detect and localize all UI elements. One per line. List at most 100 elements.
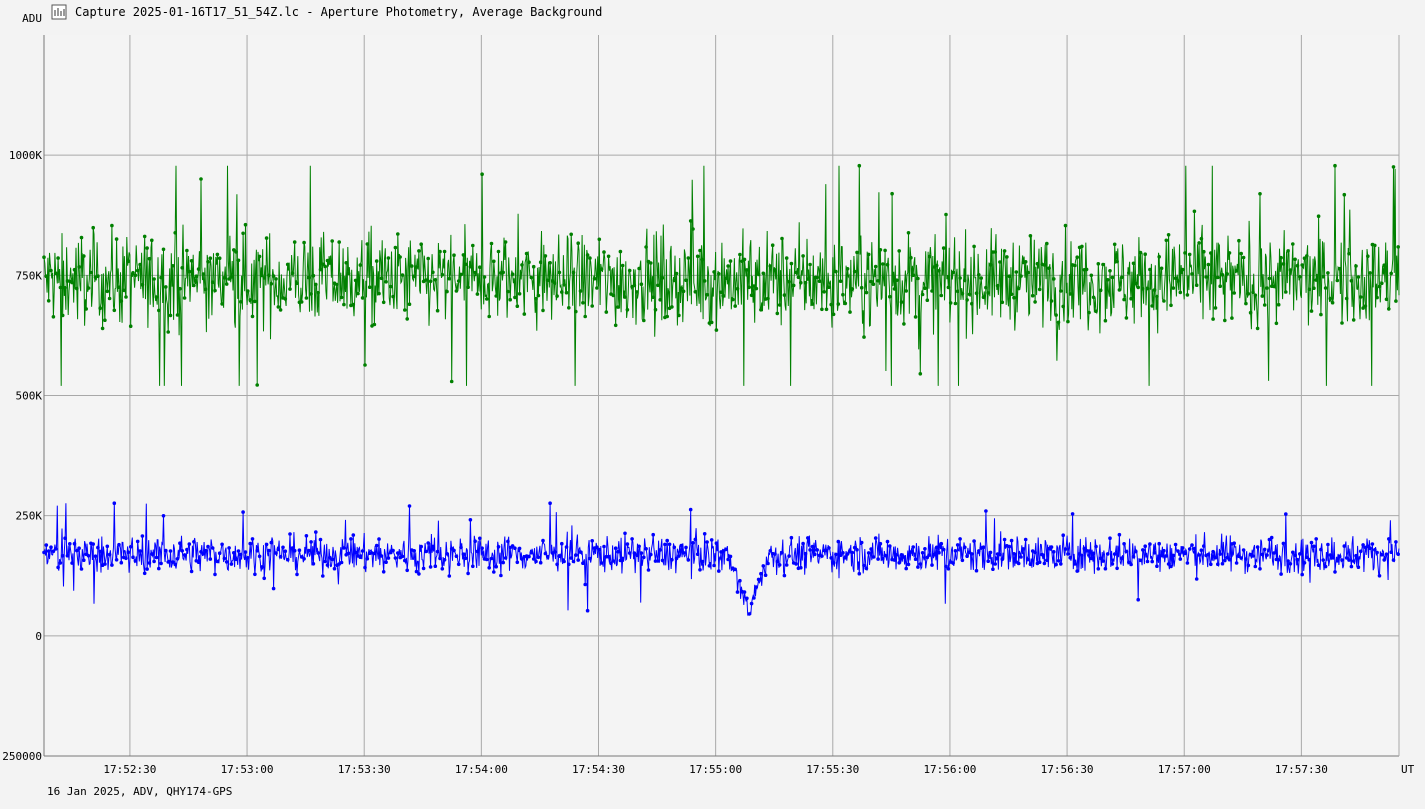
data-point [1180,267,1185,272]
data-point [642,555,646,560]
data-point [773,268,777,272]
data-point [232,551,236,555]
data-point [89,270,93,275]
data-point [642,318,646,323]
data-point [560,290,564,294]
data-point [229,275,234,279]
data-point [445,552,449,556]
data-point [1145,559,1150,564]
y-tick-label: 250K [16,510,43,523]
data-point [295,572,299,577]
data-point [841,551,845,555]
data-point [274,277,278,281]
data-point [960,558,965,563]
data-point [400,554,405,559]
data-point [1028,234,1033,238]
data-point [913,557,918,561]
data-point [1312,544,1316,549]
light-curve-icon[interactable] [51,4,67,20]
data-point [930,289,934,293]
data-point [939,293,944,298]
data-point [1070,512,1075,516]
data-point [1131,261,1136,266]
data-point [381,300,386,305]
data-point [564,290,569,295]
data-point [107,552,112,557]
data-point [1307,557,1311,562]
data-point [1272,551,1276,555]
data-point [899,553,904,557]
data-point [1354,553,1358,558]
data-point [316,290,320,295]
data-point [595,545,599,549]
data-point [550,279,555,283]
data-point [1066,319,1070,324]
data-point [267,273,271,278]
data-point [82,254,86,258]
data-point [1223,318,1227,323]
data-point [920,292,925,297]
data-point [147,256,152,261]
data-point [367,285,372,290]
data-point [991,567,995,571]
data-point [649,261,653,265]
data-point [77,265,81,269]
data-point [138,262,142,267]
data-point [672,545,677,550]
data-point [1000,300,1005,305]
data-point [1220,273,1225,277]
data-point [747,285,751,290]
data-point [888,294,892,299]
data-point [1216,275,1220,280]
data-point [1136,285,1140,290]
data-point [96,274,100,279]
data-point [920,551,925,555]
data-point [471,243,475,248]
data-point [1169,564,1173,569]
data-point [859,540,864,545]
data-point [1349,279,1354,283]
data-point [583,582,587,587]
data-point [114,237,119,241]
data-point [885,539,890,544]
data-point [869,547,873,551]
data-point [398,255,402,259]
data-point [1220,561,1225,566]
data-point [346,271,351,276]
data-point [534,296,538,301]
data-point [1213,555,1218,560]
data-point [660,276,665,280]
data-point [431,270,435,275]
data-point [1178,290,1183,295]
data-point [189,259,194,263]
data-point [897,249,901,253]
data-point [555,294,559,298]
data-point [51,549,56,553]
data-point [103,318,107,323]
data-point [363,565,367,570]
data-point [787,279,791,284]
data-point [241,231,245,236]
data-point [1190,543,1194,547]
data-point [1394,299,1398,303]
data-point [1026,557,1030,562]
data-point [292,548,297,553]
data-point [984,509,988,513]
data-point [1260,294,1265,298]
data-point [342,546,346,550]
data-point [393,556,398,560]
data-point [1197,241,1201,245]
data-point [738,578,742,583]
data-point [536,555,541,560]
data-point [1073,263,1077,268]
data-point [267,548,271,553]
data-point [1377,574,1382,578]
data-point [695,552,700,556]
data-point [1159,553,1164,558]
data-point [468,264,473,269]
data-point [635,290,639,294]
data-point [1023,260,1028,264]
data-point [763,573,768,577]
data-point [1002,249,1007,253]
data-point [742,257,747,262]
